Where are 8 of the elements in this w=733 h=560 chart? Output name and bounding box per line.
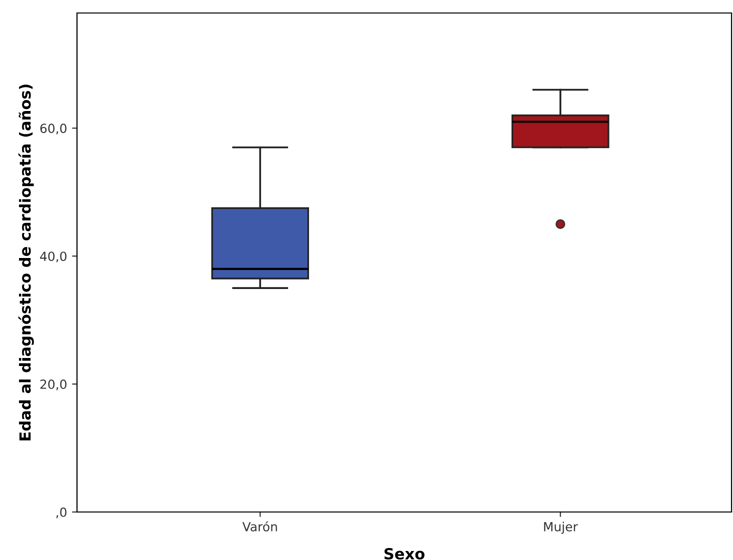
- y-tick-label: 20,0: [40, 380, 66, 390]
- x-axis-title: Sexo: [384, 548, 424, 560]
- y-tick-label: 40,0: [40, 252, 66, 262]
- x-tick-label: Mujer: [544, 522, 578, 534]
- y-tick-label: 60,0: [40, 124, 66, 134]
- x-tick-label: Varón: [242, 521, 277, 532]
- y-axis-title: Edad al diagnóstico de cardiopatía (años): [18, 84, 34, 440]
- y-tick-label: ,0: [56, 507, 66, 518]
